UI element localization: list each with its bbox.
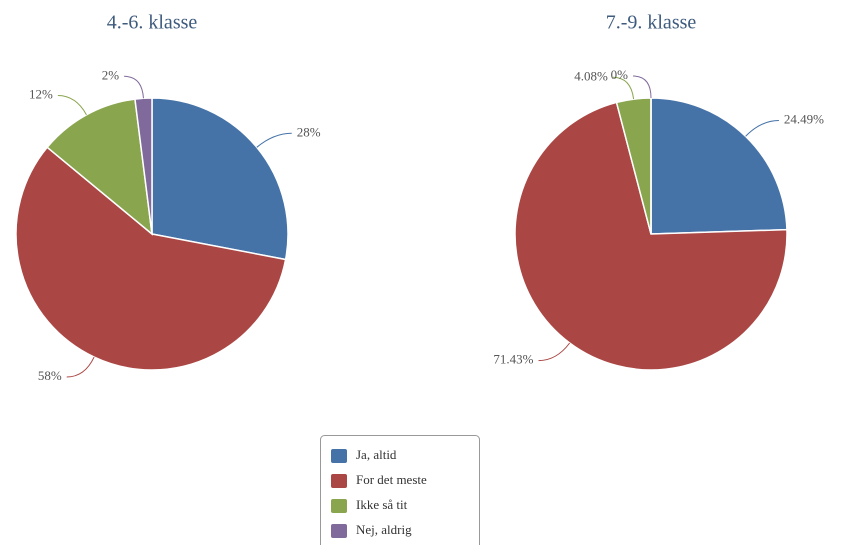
- leader-line: [256, 132, 292, 148]
- legend-label: Nej, aldrig: [356, 522, 412, 537]
- leader-line: [57, 95, 87, 116]
- data-label: 71.43%: [493, 352, 533, 367]
- data-label: 0%: [611, 67, 629, 82]
- data-label: 24.49%: [784, 111, 824, 126]
- data-label: 28%: [297, 124, 321, 139]
- data-label: 2%: [102, 67, 120, 82]
- leader-line: [632, 75, 652, 99]
- legend-swatch: [331, 449, 347, 463]
- chart-title: 7.-9. klasse: [606, 12, 697, 34]
- data-label: 58%: [38, 368, 62, 383]
- leader-line: [66, 356, 95, 378]
- leader-line: [612, 76, 635, 100]
- data-label: 4.08%: [574, 68, 608, 83]
- pie-slice: [514, 101, 788, 371]
- legend-swatch: [331, 474, 347, 488]
- leader-line: [124, 75, 144, 99]
- leader-line: [538, 342, 571, 362]
- legend-box: [320, 435, 480, 545]
- leader-line: [745, 120, 779, 137]
- pie-slice: [46, 98, 153, 236]
- chart-title: 4.-6. klasse: [107, 12, 198, 34]
- legend-label: Ja, altid: [356, 447, 397, 462]
- legend-label: For det meste: [356, 472, 427, 487]
- data-label: 12%: [29, 87, 53, 102]
- legend-swatch: [331, 499, 347, 513]
- legend-label: Ikke så tit: [356, 497, 408, 512]
- legend-swatch: [331, 524, 347, 538]
- pie-slice: [134, 97, 153, 235]
- pie-slice: [15, 146, 287, 371]
- pie-slice: [151, 97, 289, 261]
- pie-slice: [650, 97, 788, 235]
